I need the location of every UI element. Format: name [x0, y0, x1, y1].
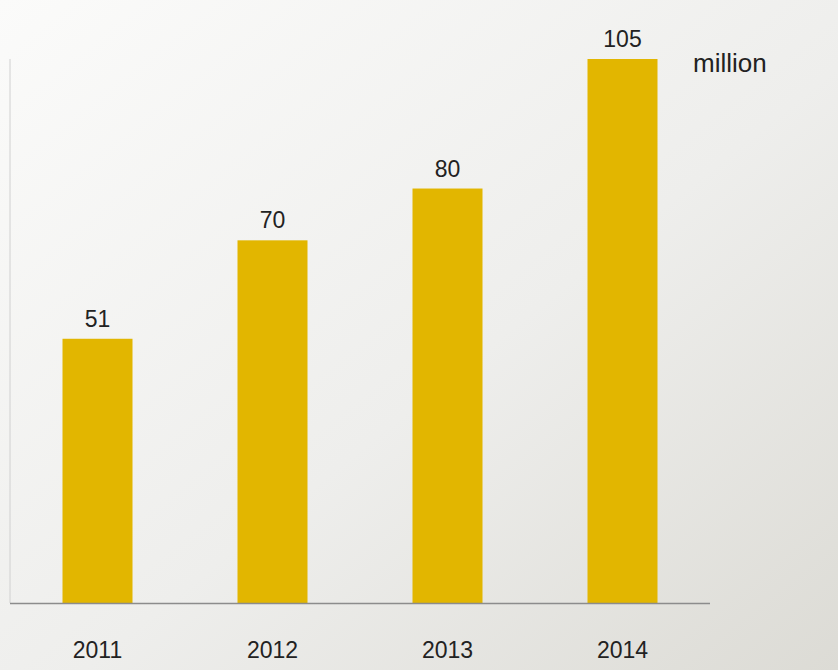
bars — [63, 59, 658, 603]
x-tick-label: 2012 — [247, 637, 298, 663]
data-label: 80 — [435, 156, 461, 182]
chart: 2011 2012 2013 2014 51 70 80 105 million — [0, 0, 838, 670]
background — [0, 0, 838, 670]
x-tick-label: 2011 — [73, 637, 122, 663]
data-label: 70 — [260, 207, 286, 233]
y-axis — [10, 59, 11, 603]
bar — [413, 189, 483, 603]
data-label: 105 — [603, 26, 641, 52]
x-axis — [10, 603, 710, 605]
x-tick-label: 2013 — [422, 637, 473, 663]
unit-label: million — [693, 48, 767, 78]
data-label: 51 — [85, 306, 111, 332]
x-tick-label: 2014 — [597, 637, 648, 663]
bar — [588, 59, 658, 603]
bar — [63, 339, 133, 603]
bar — [238, 240, 308, 603]
